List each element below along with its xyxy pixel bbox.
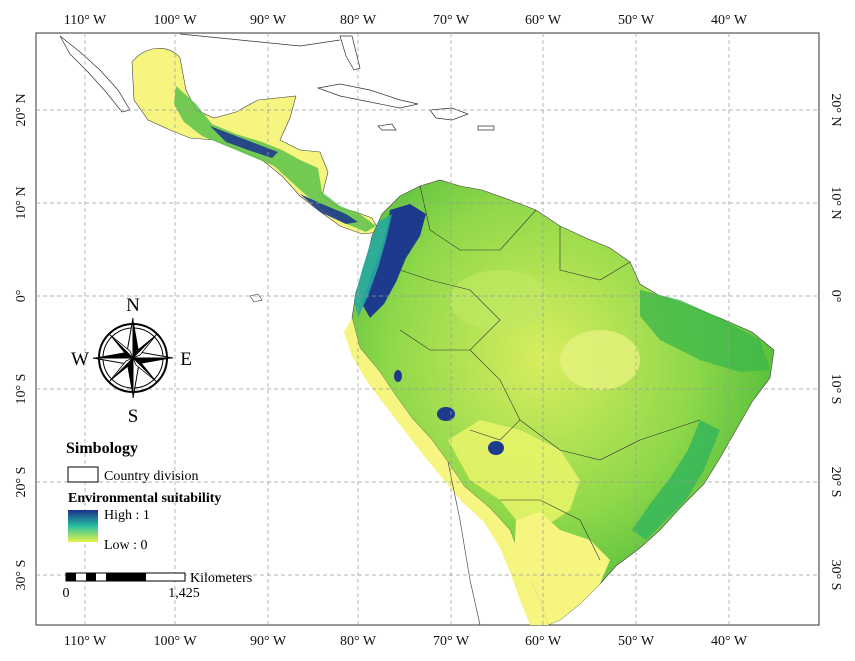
lon-tick-label: 60° W	[525, 13, 562, 28]
andes-mid	[354, 214, 392, 318]
central-america-high	[210, 126, 358, 224]
usa-gulf-coast	[179, 33, 341, 47]
lon-tick-label: 80° W	[340, 634, 377, 649]
atlantic-forest	[632, 420, 720, 540]
lon-tick-label: 100° W	[153, 634, 197, 649]
lon-tick-label: 50° W	[618, 13, 655, 28]
central-america-band	[174, 86, 376, 232]
lon-tick-label: 110° W	[64, 13, 107, 28]
lat-tick-label: 10° N	[828, 186, 843, 219]
compass-east: E	[180, 349, 192, 370]
compass-south: S	[128, 406, 139, 427]
lon-tick-label: 90° W	[250, 634, 287, 649]
suitability-low-label: Low : 0	[104, 538, 148, 553]
bolivia-highland-spot	[488, 441, 504, 455]
latitude-ticks-left: 20° N 10° N 0° 10° S 20° S 30° S	[14, 93, 29, 590]
scale-unit: Kilometers	[190, 571, 252, 586]
legend-title: Simbology	[66, 440, 138, 457]
lat-tick-label: 0°	[828, 290, 843, 303]
lon-tick-label: 70° W	[433, 13, 470, 28]
argentina-yellow	[514, 512, 610, 625]
compass-rose: N S E W	[71, 295, 192, 427]
lat-tick-label: 20° S	[14, 467, 29, 498]
lat-tick-label: 0°	[14, 290, 29, 303]
southern-cone-yellow	[448, 420, 580, 530]
lon-tick-label: 40° W	[711, 13, 748, 28]
lat-tick-label: 10° N	[14, 186, 29, 219]
lon-tick-label: 80° W	[340, 13, 377, 28]
lon-tick-label: 100° W	[153, 13, 197, 28]
country-borders	[399, 185, 701, 625]
graticule	[36, 33, 819, 625]
lat-tick-label: 30° S	[828, 560, 843, 591]
scale-end: 1,425	[168, 586, 200, 601]
legend: Simbology Country division Environmental…	[66, 440, 221, 553]
jamaica	[377, 123, 397, 131]
longitude-ticks-top: 110° W 100° W 90° W 80° W 70° W 60° W 50° W 40°…	[64, 13, 748, 28]
baja-california	[59, 35, 131, 113]
country-division-label: Country division	[104, 469, 199, 484]
lon-tick-label: 90° W	[250, 13, 287, 28]
amazon-pale	[450, 270, 550, 330]
lat-tick-label: 20° S	[828, 467, 843, 498]
longitude-ticks-bottom: 110° W 100° W 90° W 80° W 70° W 60° W 50° W 40°…	[64, 634, 748, 649]
lat-tick-label: 20° N	[828, 93, 843, 126]
lon-tick-label: 110° W	[64, 634, 107, 649]
cuba	[316, 83, 419, 109]
latitude-ticks-right: 20° N 10° N 0° 10° S 20° S 30° S	[828, 93, 843, 590]
country-division-swatch	[67, 466, 99, 483]
scale-bar: Kilometers 0 1,425	[63, 571, 253, 601]
central-brazil-pale	[560, 330, 640, 390]
scale-start: 0	[63, 586, 70, 601]
compass-west: W	[71, 349, 89, 370]
andes-high	[362, 204, 426, 318]
ecuador-coast-spot	[394, 370, 402, 382]
puerto-rico	[477, 125, 495, 131]
lat-tick-label: 30° S	[14, 560, 29, 591]
suitability-gradient	[68, 510, 98, 542]
florida	[339, 35, 361, 71]
lat-tick-label: 10° S	[14, 374, 29, 405]
lon-tick-label: 60° W	[525, 634, 562, 649]
hispaniola	[429, 107, 469, 121]
suitability-high-label: High : 1	[104, 508, 150, 523]
lon-tick-label: 50° W	[618, 634, 655, 649]
lat-tick-label: 10° S	[828, 374, 843, 405]
northeast-brazil-green	[640, 290, 770, 372]
compass-north-arrow	[133, 318, 139, 358]
suitability-title: Environmental suitability	[68, 491, 221, 506]
peru-highland-spot	[437, 407, 455, 421]
lat-tick-label: 20° N	[14, 93, 29, 126]
lon-tick-label: 40° W	[711, 634, 748, 649]
andes-coast-yellow	[344, 318, 548, 625]
lon-tick-label: 70° W	[433, 634, 470, 649]
compass-north: N	[126, 295, 140, 316]
